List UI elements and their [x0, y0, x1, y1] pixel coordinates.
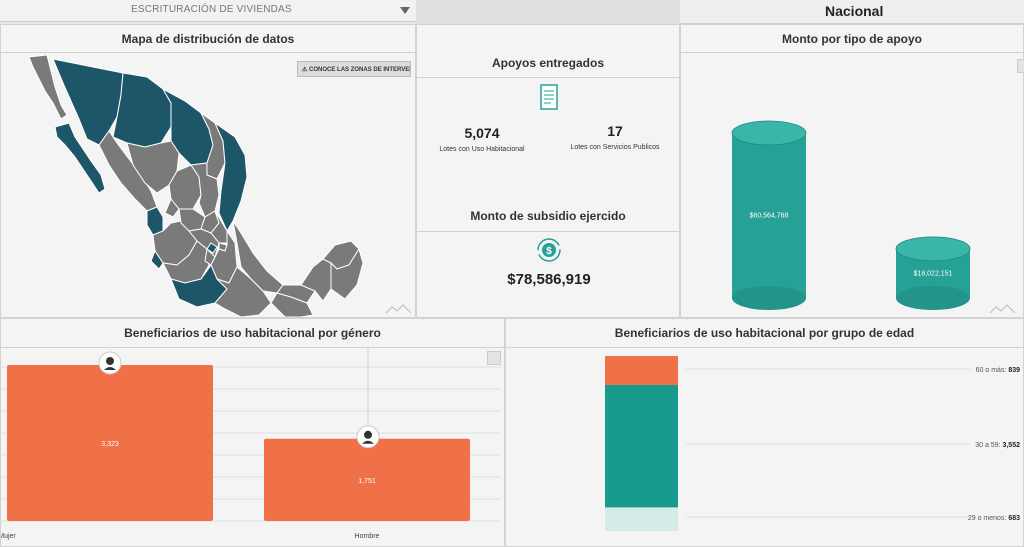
gender-bar-0 — [7, 365, 213, 521]
bar-value-label: $18,022,151 — [914, 270, 953, 277]
scope-label: Nacional — [825, 3, 884, 19]
state-quintana-roo — [330, 247, 364, 300]
avatar-body — [104, 367, 116, 370]
chart-menu-button[interactable] — [487, 351, 501, 365]
document-icon — [540, 84, 558, 110]
state-aguascalientes — [164, 198, 180, 218]
cylinder-base-0 — [732, 286, 806, 310]
age-legend-value: 3,552 — [1002, 442, 1020, 449]
avatar-head — [364, 430, 372, 439]
divider — [1, 52, 415, 53]
bar-value-label: 3,323 — [101, 441, 119, 448]
divider — [417, 231, 679, 232]
cylinder-top-0 — [731, 120, 807, 146]
age-legend-name: 29 o menos: — [968, 515, 1008, 522]
lotes-habitacional-value: 5,074 — [464, 125, 500, 141]
age-legend-value: 839 — [1008, 367, 1020, 374]
lotes-servicios-value: 17 — [607, 123, 623, 139]
state-baja-california-sur — [54, 122, 106, 194]
cylinder-top-1 — [895, 236, 971, 262]
top-spacer — [416, 0, 680, 24]
avatar-head — [106, 357, 114, 365]
scope-header: Nacional — [680, 0, 1024, 24]
intervention-zones-button[interactable]: ⚠ CONOCE LAS ZONAS DE INTERVENCI — [297, 61, 411, 77]
age-segment-0 — [605, 356, 678, 385]
map-panel: Mapa de distribución de datos ⚠ CONOCE L… — [0, 24, 416, 318]
bar-value-label: $60,564,768 — [750, 213, 789, 220]
category-label: Hombre — [355, 533, 380, 540]
divider — [506, 347, 1023, 348]
program-dropdown-value: ESCRITURACIÓN DE VIVIENDAS — [131, 4, 292, 15]
subsidio-title: Monto de subsidio ejercido — [470, 209, 626, 223]
female-avatar-icon — [98, 351, 122, 375]
map-title: Mapa de distribución de datos — [121, 32, 295, 46]
lotes-habitacional-label: Lotes con Uso Habitacional — [439, 146, 525, 153]
monto-chart: $60,564,768Lotes con Uso Habitacional$18… — [731, 120, 971, 310]
state-baja-california — [28, 54, 68, 120]
gender-bar-1 — [264, 438, 470, 521]
state-sinaloa — [98, 130, 158, 212]
chart-menu-icon[interactable] — [385, 303, 413, 315]
edad-chart: 60 o más: 839 30 a 59: 3,552 29 o menos: 6… — [605, 356, 1020, 531]
age-segment-2 — [605, 507, 678, 531]
svg-text:$: $ — [546, 246, 552, 257]
edad-title: Beneficiarios de uso habitacional por gr… — [614, 326, 915, 340]
money-icon: $ — [537, 238, 561, 262]
bar-value-label: 1,751 — [358, 478, 376, 485]
apoyos-panel: Apoyos entregados 5,074 Lotes con Uso Ha… — [416, 24, 680, 318]
chevron-down-icon[interactable] — [400, 7, 410, 14]
state-oaxaca — [214, 266, 272, 317]
monto-title: Monto por tipo de apoyo — [782, 32, 922, 46]
cylinder-base-shade-0 — [732, 286, 806, 310]
avatar-body — [362, 440, 374, 444]
category-label: Mujer — [1, 533, 16, 540]
state-chihuahua — [112, 72, 172, 148]
genero-chart: 3,323 Mujer 1,751 Hombre — [1, 348, 501, 540]
subsidio-value: $78,586,919 — [507, 271, 591, 288]
age-segment-1 — [605, 384, 678, 508]
lotes-servicios-label: Lotes con Servicios Publicos — [570, 144, 660, 151]
age-legend-name: 60 o más: — [976, 367, 1009, 374]
age-legend-value: 683 — [1008, 515, 1020, 522]
male-avatar-icon — [356, 425, 380, 449]
state-cdmx — [206, 242, 218, 254]
program-dropdown[interactable]: ESCRITURACIÓN DE VIVIENDAS — [0, 0, 416, 22]
cylinder-bar-0 — [732, 133, 806, 298]
age-legend-label: 60 o más: 839 — [976, 367, 1020, 374]
mexico-map[interactable] — [1, 53, 415, 317]
genero-panel: Beneficiarios de uso habitacional por gé… — [0, 318, 505, 547]
edad-panel: Beneficiarios de uso habitacional por gr… — [505, 318, 1024, 547]
apoyos-title: Apoyos entregados — [491, 56, 605, 70]
cylinder-base-1 — [896, 286, 970, 310]
age-legend-label: 29 o menos: 683 — [968, 515, 1020, 522]
state-nayarit — [146, 206, 164, 236]
divider — [1, 347, 504, 348]
divider — [417, 77, 679, 78]
cylinder-base-shade-1 — [896, 286, 970, 310]
chart-menu-button[interactable] — [1017, 59, 1024, 73]
genero-title: Beneficiarios de uso habitacional por gé… — [124, 326, 381, 340]
age-legend-name: 30 a 59: — [975, 442, 1002, 449]
state-colima — [150, 249, 164, 270]
age-legend-label: 30 a 59: 3,552 — [975, 442, 1020, 449]
divider — [681, 52, 1023, 53]
chart-menu-icon[interactable] — [989, 303, 1017, 315]
monto-panel: Monto por tipo de apoyo $60,564,768Lotes… — [680, 24, 1024, 318]
state-tamaulipas — [213, 121, 248, 233]
